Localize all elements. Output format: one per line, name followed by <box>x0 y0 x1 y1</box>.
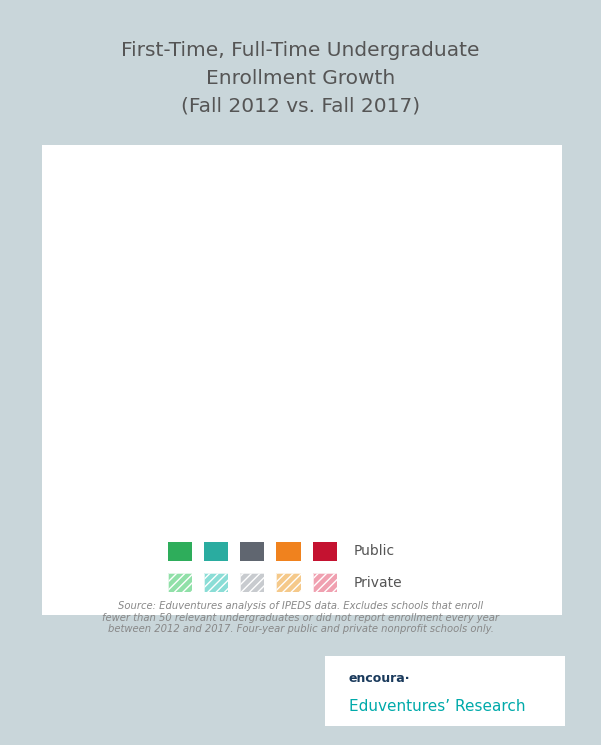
Bar <box>314 396 346 451</box>
Text: 26%: 26% <box>466 276 492 288</box>
Text: 35%: 35% <box>105 221 131 233</box>
Bar <box>373 364 404 451</box>
Text: 16%: 16% <box>227 337 252 350</box>
Text: encoura·: encoura· <box>349 672 410 685</box>
Bar <box>134 248 165 451</box>
Bar <box>463 291 495 451</box>
Bar <box>404 364 436 451</box>
Bar <box>102 235 134 451</box>
Text: First-Time, Full-Time Undergraduate
Enrollment Growth
(Fall 2012 vs. Fall 2017): First-Time, Full-Time Undergraduate Enro… <box>121 41 480 115</box>
Text: 8%: 8% <box>289 386 308 399</box>
Bar <box>192 346 224 451</box>
Text: 9%: 9% <box>320 380 339 393</box>
Text: Eduventures’ Research: Eduventures’ Research <box>349 699 525 714</box>
Text: 14%: 14% <box>376 349 401 362</box>
Text: Source: Eduventures analysis of IPEDS data. Excludes schools that enroll
fewer t: Source: Eduventures analysis of IPEDS da… <box>102 601 499 635</box>
Text: Public: Public <box>353 545 394 558</box>
Text: 33%: 33% <box>136 232 162 245</box>
Text: Private: Private <box>353 576 402 589</box>
Bar <box>282 402 314 451</box>
Bar <box>224 352 255 451</box>
Text: 17%: 17% <box>195 331 221 343</box>
Bar <box>495 279 526 451</box>
Text: 28%: 28% <box>497 263 523 276</box>
Text: 14%: 14% <box>407 349 433 362</box>
